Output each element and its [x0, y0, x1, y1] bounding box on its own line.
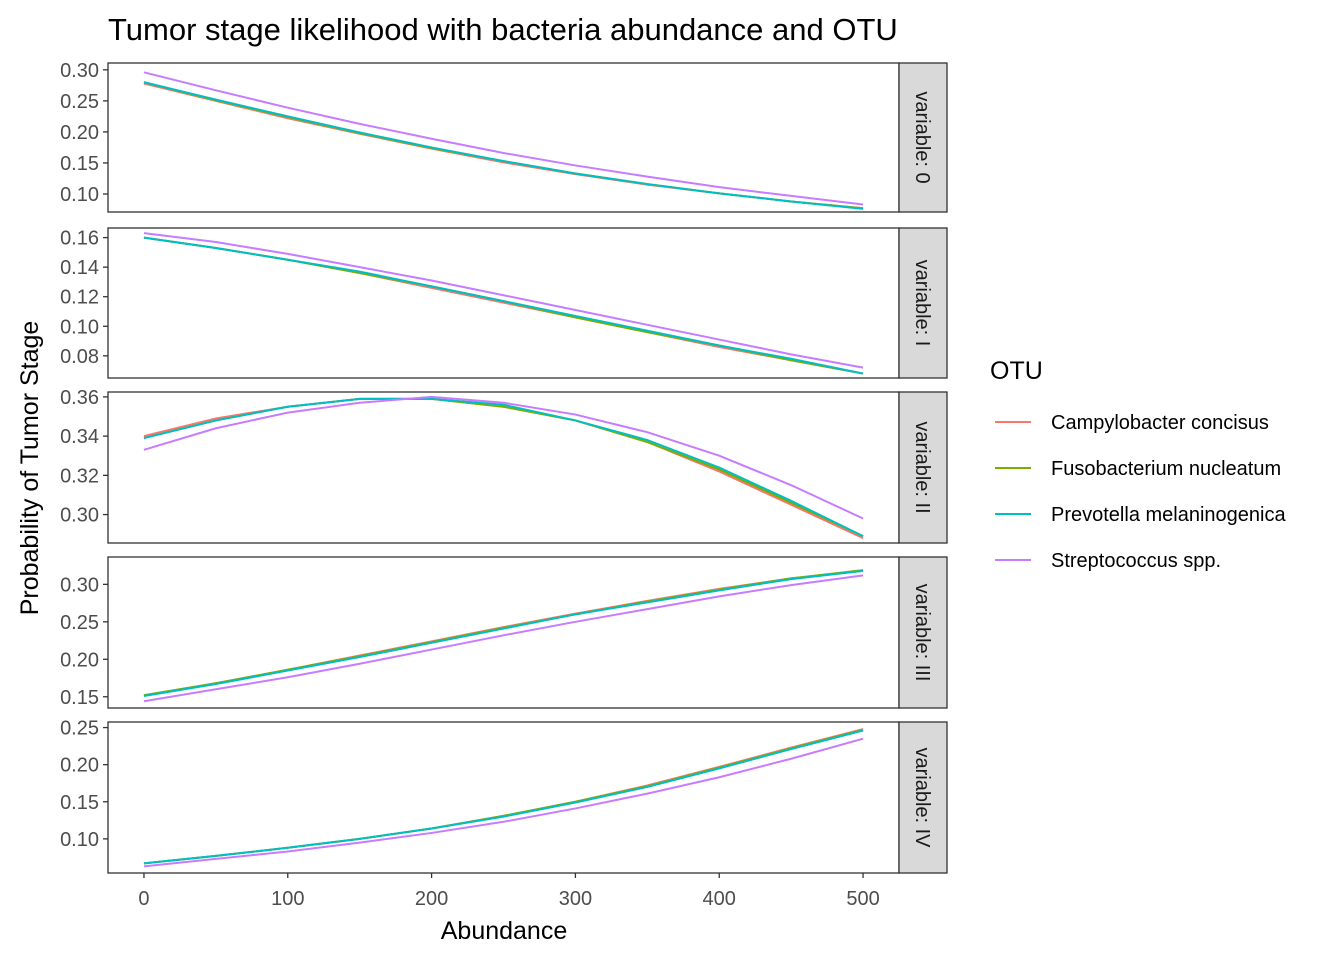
y-tick-label: 0.15: [60, 792, 99, 814]
y-tick-label: 0.10: [60, 184, 99, 206]
legend-label: Campylobacter concisus: [1051, 412, 1269, 434]
chart-title: Tumor stage likelihood with bacteria abu…: [108, 12, 898, 47]
y-tick-label: 0.30: [60, 574, 99, 596]
facet-panel: 0.08 0.10 0.12 0.14 0.16 variable: I: [60, 227, 948, 379]
facet-strip: [898, 391, 948, 544]
facet-strip-label: variable: I: [911, 260, 933, 347]
panel-background: [108, 722, 899, 873]
legend-item: Prevotella melaninogenica: [995, 504, 1286, 526]
facet-panel: 0.30 0.32 0.34 0.36 variable: II: [60, 387, 948, 544]
facet-strip-label: variable: III: [911, 584, 933, 682]
facet-panel: 0.10 0.15 0.20 0.25 0.30 variable: 0: [60, 60, 948, 213]
y-tick-label: 0.14: [60, 257, 99, 279]
legend: OTU Campylobacter concisus Fusobacterium …: [990, 357, 1286, 572]
legend-label: Fusobacterium nucleatum: [1051, 458, 1281, 480]
y-tick-label: 0.20: [60, 649, 99, 671]
series-line: [143, 81, 864, 210]
facet-strip-label: variable: 0: [911, 91, 933, 183]
y-tick-label: 0.15: [60, 687, 99, 709]
y-tick-label: 0.36: [60, 387, 99, 409]
series-line: [143, 71, 864, 206]
y-tick-label: 0.25: [60, 612, 99, 634]
x-tick-label: 500: [846, 888, 879, 910]
y-tick-label: 0.25: [60, 718, 99, 740]
y-tick-label: 0.16: [60, 228, 99, 250]
x-tick-label: 100: [271, 888, 304, 910]
y-tick-label: 0.10: [60, 316, 99, 338]
series-line: [143, 232, 864, 369]
series-line: [143, 729, 864, 865]
facet-strip: [898, 227, 948, 379]
facet-strip-label: variable: IV: [911, 747, 933, 848]
y-tick-label: 0.08: [60, 346, 99, 368]
y-axis-title: Probability of Tumor Stage: [16, 321, 44, 616]
legend-item: Campylobacter concisus: [995, 412, 1269, 434]
y-tick-label: 0.30: [60, 60, 99, 82]
panel-background: [108, 392, 899, 543]
y-tick-label: 0.20: [60, 755, 99, 777]
facet-strip-label: variable: II: [911, 421, 933, 513]
x-axis: 0 100 200 300 400 500: [138, 873, 880, 910]
panel-background: [108, 63, 899, 212]
facet-strip: [898, 556, 948, 709]
legend-label: Prevotella melaninogenica: [1051, 504, 1286, 526]
series-line: [143, 569, 864, 697]
facet-panel: 0.15 0.20 0.25 0.30 variable: III: [60, 556, 948, 709]
legend-item: Streptococcus spp.: [995, 550, 1221, 572]
x-tick-label: 300: [559, 888, 592, 910]
facet-strip: [898, 62, 948, 213]
y-tick-label: 0.10: [60, 829, 99, 851]
y-tick-label: 0.20: [60, 122, 99, 144]
series-line: [143, 574, 864, 703]
y-tick-label: 0.34: [60, 426, 99, 448]
legend-title: OTU: [990, 357, 1043, 385]
x-tick-label: 200: [415, 888, 448, 910]
series-line: [143, 737, 864, 868]
y-tick-label: 0.15: [60, 153, 99, 175]
x-tick-label: 0: [138, 888, 149, 910]
y-tick-label: 0.32: [60, 465, 99, 487]
facet-strip: [898, 721, 948, 874]
series-line: [143, 397, 864, 538]
series-line: [143, 395, 864, 520]
series-line: [143, 236, 864, 375]
y-tick-label: 0.30: [60, 505, 99, 527]
x-tick-label: 400: [703, 888, 736, 910]
legend-item: Fusobacterium nucleatum: [995, 458, 1281, 480]
y-tick-label: 0.25: [60, 91, 99, 113]
legend-label: Streptococcus spp.: [1051, 550, 1221, 572]
facet-panel: 0.10 0.15 0.20 0.25 variable: IV: [60, 718, 948, 874]
legend-items: Campylobacter concisus Fusobacterium nucl…: [995, 412, 1286, 572]
y-tick-label: 0.12: [60, 287, 99, 309]
x-axis-title: Abundance: [441, 917, 568, 945]
